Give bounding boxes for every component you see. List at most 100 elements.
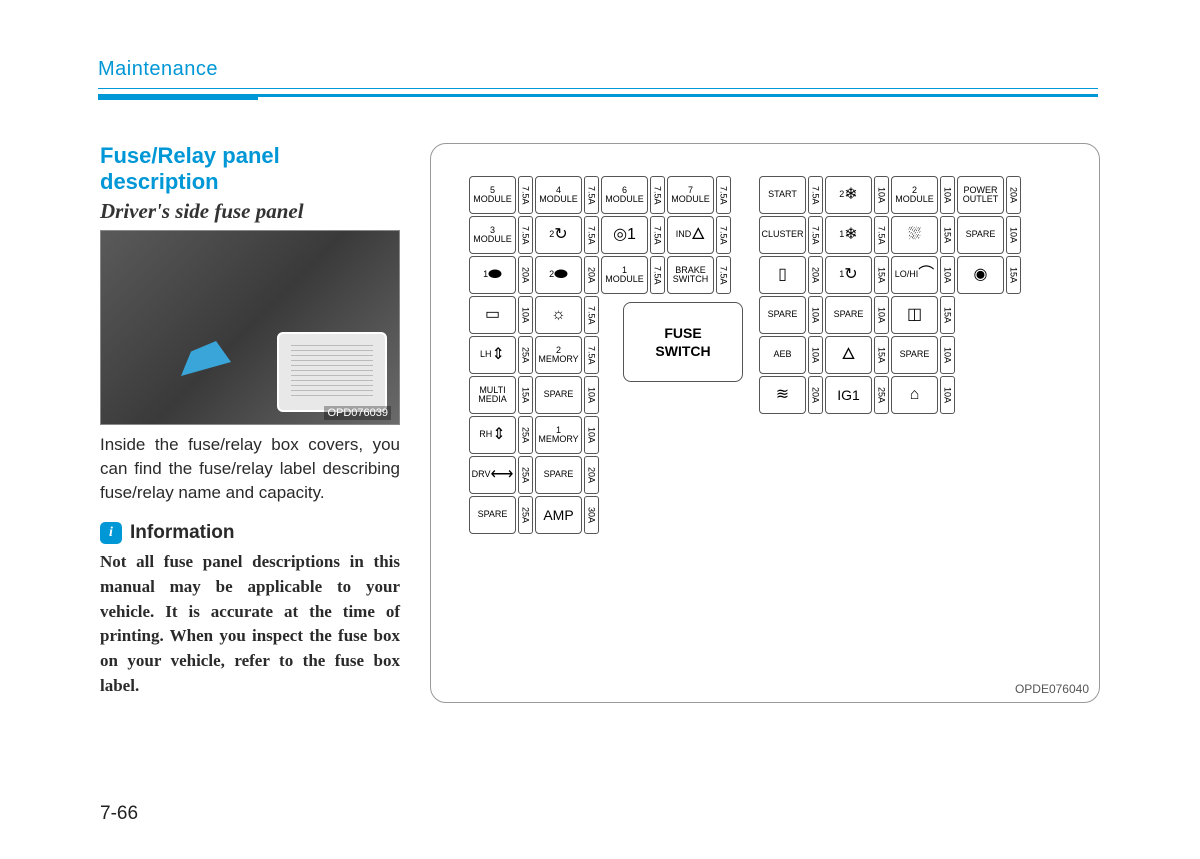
fuse-cell: IND🜂 bbox=[667, 216, 714, 254]
fuse-amp: 25A bbox=[518, 416, 533, 454]
fuse-amp: 15A bbox=[518, 376, 533, 414]
diagram-caption: OPDE076040 bbox=[1015, 682, 1089, 696]
left-column: Fuse/Relay panel description Driver's si… bbox=[100, 143, 400, 703]
fuse-amp: 20A bbox=[808, 376, 823, 414]
fuse-amp: 7.5A bbox=[716, 176, 731, 214]
fuse-cell: 4MODULE bbox=[535, 176, 582, 214]
fuse-cell: 7MODULE bbox=[667, 176, 714, 214]
info-icon: i bbox=[100, 522, 122, 544]
header-line bbox=[98, 88, 1098, 89]
fuse-cell: 6MODULE bbox=[601, 176, 648, 214]
fuse-cell: SPARE bbox=[535, 376, 582, 414]
fuse-cell: BRAKESWITCH bbox=[667, 256, 714, 294]
fuse-cell: ▭ bbox=[469, 296, 516, 334]
fuse-cell: MULTIMEDIA bbox=[469, 376, 516, 414]
fuse-amp: 7.5A bbox=[584, 296, 599, 334]
fuse-amp: 7.5A bbox=[650, 216, 665, 254]
fuse-amp: 20A bbox=[584, 456, 599, 494]
fuse-amp: 15A bbox=[874, 256, 889, 294]
photo-caption: OPD076039 bbox=[324, 406, 391, 420]
fuse-cell: CLUSTER bbox=[759, 216, 806, 254]
fuse-amp: 7.5A bbox=[874, 216, 889, 254]
photo-box: OPD076039 bbox=[100, 230, 400, 425]
fuse-amp: 25A bbox=[518, 456, 533, 494]
fuse-switch-box: FUSESWITCH bbox=[623, 302, 743, 382]
fuse-detail-callout bbox=[277, 332, 387, 412]
info-text: Not all fuse panel descriptions in this … bbox=[100, 550, 400, 698]
fuse-cell: LO/HI⌒ bbox=[891, 256, 938, 294]
page-number: 7-66 bbox=[100, 803, 138, 825]
fuse-amp: 7.5A bbox=[584, 336, 599, 374]
fuse-amp: 7.5A bbox=[716, 256, 731, 294]
fuse-amp: 7.5A bbox=[650, 176, 665, 214]
fuse-amp: 10A bbox=[874, 296, 889, 334]
fuse-amp: 10A bbox=[1006, 216, 1021, 254]
fuse-amp: 10A bbox=[874, 176, 889, 214]
fuse-cell: ◎1 bbox=[601, 216, 648, 254]
fuse-cell: ⌂ bbox=[891, 376, 938, 414]
fuse-diagram-panel: OPDE076040 5MODULE7.5A4MODULE7.5A6MODULE… bbox=[430, 143, 1100, 703]
fuse-cell: 1MODULE bbox=[601, 256, 648, 294]
fuse-amp: 30A bbox=[584, 496, 599, 534]
heading-blue: Fuse/Relay panel description bbox=[100, 143, 400, 195]
fuse-cell: 2❄ bbox=[825, 176, 872, 214]
fuse-cell: SPARE bbox=[891, 336, 938, 374]
body-text: Inside the fuse/relay box covers, you ca… bbox=[100, 433, 400, 504]
fuse-cell: ◉ bbox=[957, 256, 1004, 294]
fuse-cell: 1❄ bbox=[825, 216, 872, 254]
fuse-amp: 7.5A bbox=[518, 216, 533, 254]
fuse-cell: 2MEMORY bbox=[535, 336, 582, 374]
fuse-amp: 10A bbox=[584, 376, 599, 414]
fuse-cell: 2⬬ bbox=[535, 256, 582, 294]
fuse-amp: 15A bbox=[874, 336, 889, 374]
fuse-amp: 25A bbox=[518, 496, 533, 534]
fuse-amp: 20A bbox=[808, 256, 823, 294]
fuse-cell: 2MODULE bbox=[891, 176, 938, 214]
info-title: Information bbox=[130, 522, 235, 544]
fuse-amp: 10A bbox=[518, 296, 533, 334]
info-header: i Information bbox=[100, 522, 400, 544]
photo-highlight bbox=[181, 341, 231, 376]
fuse-amp: 10A bbox=[584, 416, 599, 454]
fuse-amp: 10A bbox=[808, 336, 823, 374]
fuse-amp: 7.5A bbox=[518, 176, 533, 214]
fuse-cell: ⛆ bbox=[891, 216, 938, 254]
heading-italic: Driver's side fuse panel bbox=[100, 199, 400, 224]
fuse-cell: DRV⟷ bbox=[469, 456, 516, 494]
fuse-amp: 20A bbox=[584, 256, 599, 294]
fuse-amp: 15A bbox=[1006, 256, 1021, 294]
fuse-cell: 1⬬ bbox=[469, 256, 516, 294]
fuse-amp: 20A bbox=[1006, 176, 1021, 214]
fuse-cell: SPARE bbox=[957, 216, 1004, 254]
fuse-cell: LH⇕ bbox=[469, 336, 516, 374]
fuse-cell: POWEROUTLET bbox=[957, 176, 1004, 214]
fuse-cell: 1MEMORY bbox=[535, 416, 582, 454]
fuse-amp: 25A bbox=[874, 376, 889, 414]
fuse-cell: AMP bbox=[535, 496, 582, 534]
fuse-amp: 7.5A bbox=[808, 176, 823, 214]
fuse-amp: 10A bbox=[940, 176, 955, 214]
fuse-amp: 10A bbox=[940, 376, 955, 414]
fuse-cell: START bbox=[759, 176, 806, 214]
right-column: OPDE076040 5MODULE7.5A4MODULE7.5A6MODULE… bbox=[430, 143, 1120, 703]
fuse-cell: SPARE bbox=[759, 296, 806, 334]
fuse-cell: 2↻ bbox=[535, 216, 582, 254]
fuse-cell: AEB bbox=[759, 336, 806, 374]
fuse-amp: 7.5A bbox=[808, 216, 823, 254]
fuse-cell: SPARE bbox=[469, 496, 516, 534]
fuse-cell: ☼ bbox=[535, 296, 582, 334]
fuse-cell: 🜂 bbox=[825, 336, 872, 374]
fuse-cell: ◫ bbox=[891, 296, 938, 334]
fuse-amp: 7.5A bbox=[584, 176, 599, 214]
fuse-amp: 15A bbox=[940, 296, 955, 334]
fuse-amp: 10A bbox=[940, 256, 955, 294]
fuse-amp: 15A bbox=[940, 216, 955, 254]
fuse-amp: 7.5A bbox=[716, 216, 731, 254]
fuse-cell: SPARE bbox=[825, 296, 872, 334]
fuse-amp: 10A bbox=[940, 336, 955, 374]
fuse-cell: SPARE bbox=[535, 456, 582, 494]
fuse-cell: 1↻ bbox=[825, 256, 872, 294]
fuse-amp: 25A bbox=[518, 336, 533, 374]
fuse-cell: ▯ bbox=[759, 256, 806, 294]
fuse-amp: 10A bbox=[808, 296, 823, 334]
